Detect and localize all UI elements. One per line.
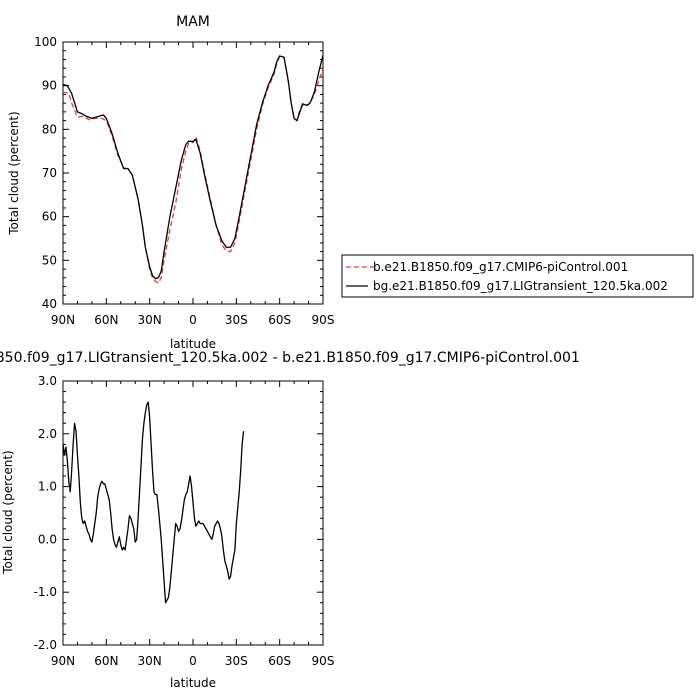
y-tick-label: 2.0 — [38, 427, 57, 441]
x-tick-label: 90S — [312, 313, 335, 327]
x-tick-label: 0 — [189, 654, 197, 668]
y-tick-label: 50 — [42, 253, 57, 267]
legend-label-0: b.e21.B1850.f09_g17.CMIP6-piControl.001 — [373, 260, 628, 274]
x-tick-label: 0 — [189, 313, 197, 327]
y-tick-label: 90 — [42, 79, 57, 93]
y-tick-label: -2.0 — [34, 638, 57, 652]
y-tick-label: 60 — [42, 210, 57, 224]
top-xlabel: latitude — [170, 337, 216, 351]
bottom-ylabel: Total cloud (percent) — [1, 450, 15, 574]
x-tick-label: 90N — [51, 654, 75, 668]
x-tick-label: 60N — [94, 313, 118, 327]
top-ylabel: Total cloud (percent) — [7, 111, 21, 235]
x-tick-label: 30S — [225, 654, 248, 668]
x-tick-label: 30N — [138, 654, 162, 668]
y-tick-label: 0.0 — [38, 532, 57, 546]
x-tick-label: 90S — [312, 654, 335, 668]
x-tick-label: 60S — [268, 313, 291, 327]
y-tick-label: 3.0 — [38, 374, 57, 388]
plot-frame — [62, 41, 324, 305]
series-line-0 — [62, 55, 324, 284]
plot-frame — [62, 380, 324, 646]
y-tick-label: 100 — [34, 35, 57, 49]
x-tick-label: 60N — [94, 654, 118, 668]
x-tick-label: 90N — [51, 313, 75, 327]
y-tick-label: 70 — [42, 166, 57, 180]
bottom-panel: bg.e21.B1850.f09_g17.LIGtransient_120.5k… — [0, 350, 580, 690]
top-plot-area: 90N 60N 30N 0 30S 60S 90S 40 50 60 70 80 90 100 — [34, 35, 334, 327]
bottom-xlabel: latitude — [170, 676, 216, 690]
series-line-1 — [62, 54, 324, 280]
top-panel: MAM 90N 60N 30N 0 30S 60S 90S 40 50 60 70 80 90 100 l… — [7, 14, 334, 351]
bottom-plot-area: 90N 60N 30N 0 30S 60S 90S -2.0 -1.0 0.0 1.0 2.0 3.0 — [34, 374, 335, 668]
x-tick-label: 30S — [225, 313, 248, 327]
series-line-0 — [62, 401, 245, 604]
legend-label-1: bg.e21.B1850.f09_g17.LIGtransient_120.5k… — [373, 279, 668, 293]
y-tick-label: 40 — [42, 297, 57, 311]
y-tick-label: -1.0 — [34, 585, 57, 599]
x-tick-label: 60S — [268, 654, 291, 668]
top-title: MAM — [176, 14, 210, 30]
bottom-title: bg.e21.B1850.f09_g17.LIGtransient_120.5k… — [0, 350, 580, 366]
legend-box — [341, 254, 694, 298]
y-tick-label: 80 — [42, 122, 57, 136]
x-tick-label: 30N — [138, 313, 162, 327]
y-tick-label: 1.0 — [38, 480, 57, 494]
legend: b.e21.B1850.f09_g17.CMIP6-piControl.001 … — [341, 254, 694, 298]
